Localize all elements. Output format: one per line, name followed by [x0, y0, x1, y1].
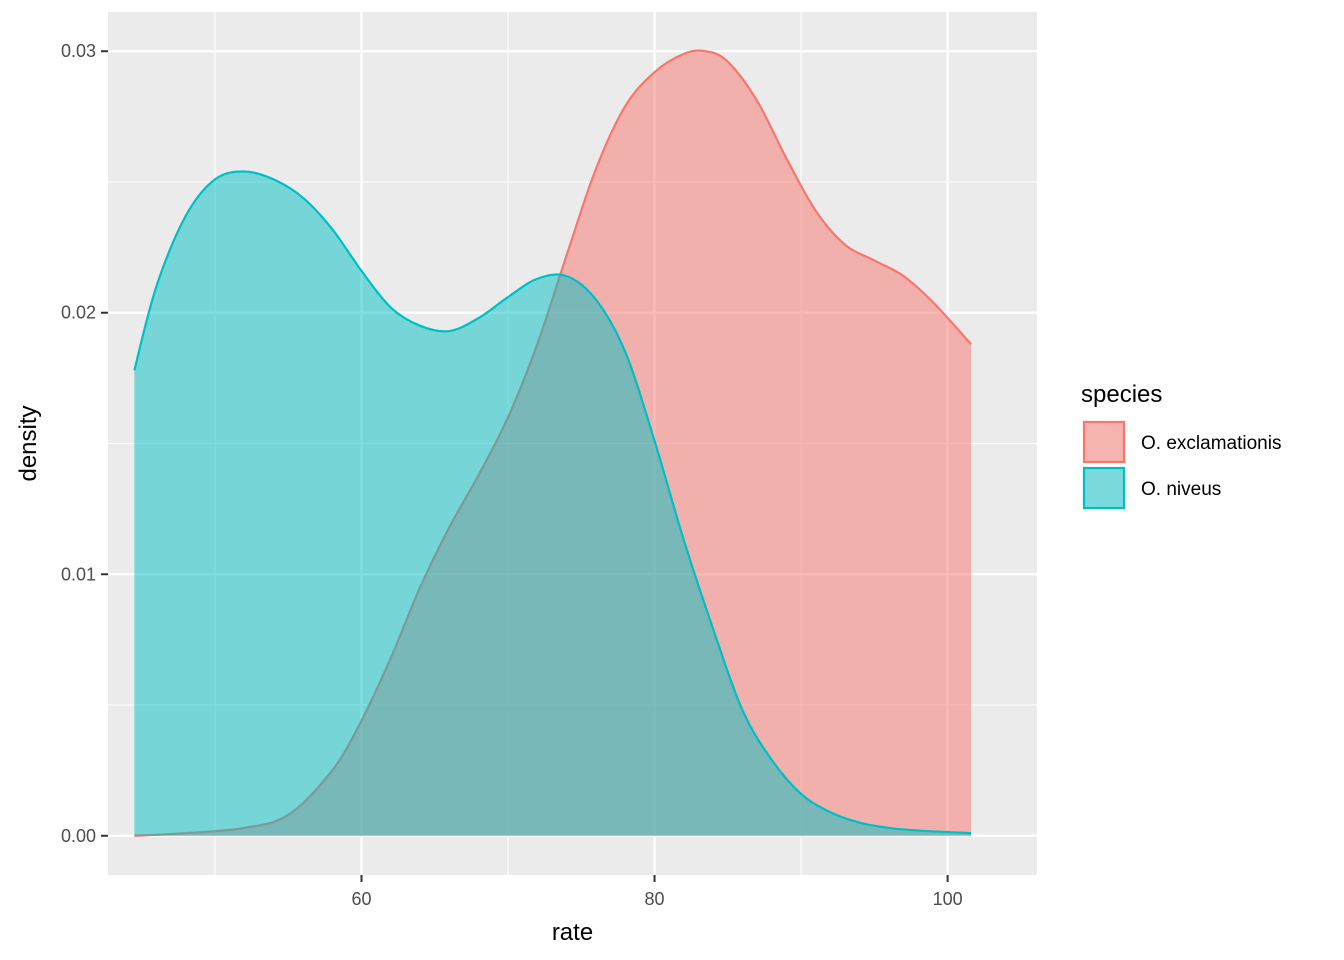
axes: 60 80 100 0.00 0.01 0.02 0.03: [61, 41, 963, 909]
legend-item: O. exclamationis: [1082, 420, 1281, 464]
y-tick-label: 0.02: [61, 303, 96, 323]
x-axis-title: rate: [552, 919, 593, 946]
legend: species O. exclamationis O. niveus: [1081, 381, 1281, 510]
x-tick-label: 60: [351, 889, 371, 909]
legend-title: species: [1081, 381, 1162, 408]
density-series: [133, 49, 972, 837]
y-tick-label: 0.03: [61, 41, 96, 61]
legend-label: O. exclamationis: [1141, 433, 1281, 454]
y-axis-title: density: [15, 405, 42, 481]
y-tick-label: 0.01: [61, 564, 96, 584]
legend-label: O. niveus: [1141, 479, 1221, 500]
x-tick-label: 100: [933, 889, 963, 909]
legend-item: O. niveus: [1082, 466, 1221, 510]
legend-items: O. exclamationis O. niveus: [1082, 420, 1281, 510]
legend-swatch: [1082, 466, 1126, 510]
series-1: [133, 170, 972, 836]
density-area: [134, 171, 972, 836]
y-tick-label: 0.00: [61, 826, 96, 846]
density-line: [133, 170, 972, 835]
x-tick-label: 80: [645, 889, 665, 909]
legend-swatch: [1082, 420, 1126, 464]
